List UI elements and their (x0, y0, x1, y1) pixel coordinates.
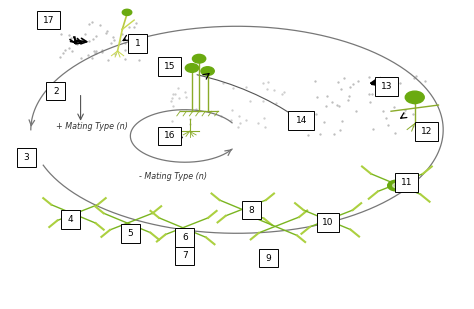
Text: 10: 10 (322, 218, 334, 227)
FancyBboxPatch shape (158, 57, 181, 76)
FancyBboxPatch shape (175, 228, 194, 247)
Text: 2: 2 (53, 87, 59, 96)
FancyBboxPatch shape (415, 122, 438, 141)
FancyBboxPatch shape (395, 173, 418, 192)
Circle shape (192, 54, 206, 63)
Text: 8: 8 (248, 205, 254, 215)
FancyBboxPatch shape (61, 210, 80, 229)
FancyBboxPatch shape (128, 34, 147, 53)
Text: 5: 5 (128, 229, 133, 238)
FancyBboxPatch shape (288, 111, 315, 130)
Circle shape (185, 64, 199, 72)
Text: 14: 14 (296, 116, 307, 125)
FancyBboxPatch shape (158, 127, 181, 145)
FancyBboxPatch shape (317, 213, 339, 232)
Text: 3: 3 (23, 153, 29, 162)
Text: + Mating Type (n): + Mating Type (n) (56, 122, 128, 131)
Text: 1: 1 (135, 39, 140, 48)
Text: 17: 17 (43, 15, 54, 25)
Circle shape (388, 180, 404, 191)
Text: 13: 13 (381, 82, 392, 91)
Circle shape (324, 219, 330, 223)
Text: - Mating Type (n): - Mating Type (n) (139, 171, 207, 181)
Circle shape (392, 184, 399, 188)
FancyBboxPatch shape (175, 247, 194, 265)
FancyBboxPatch shape (17, 148, 36, 167)
Text: 16: 16 (164, 131, 175, 141)
Text: 12: 12 (421, 127, 432, 136)
Circle shape (201, 67, 214, 75)
FancyBboxPatch shape (46, 82, 65, 100)
Text: 7: 7 (182, 251, 188, 260)
Text: 15: 15 (164, 62, 175, 71)
Text: 6: 6 (182, 233, 188, 242)
Circle shape (122, 9, 132, 15)
Circle shape (319, 216, 335, 226)
FancyBboxPatch shape (242, 201, 261, 219)
FancyBboxPatch shape (259, 249, 278, 267)
FancyBboxPatch shape (37, 11, 60, 29)
Text: 11: 11 (401, 178, 412, 187)
Text: 4: 4 (67, 215, 73, 224)
Circle shape (405, 91, 424, 104)
FancyBboxPatch shape (375, 77, 398, 96)
Text: 9: 9 (265, 253, 271, 263)
FancyBboxPatch shape (121, 224, 140, 243)
